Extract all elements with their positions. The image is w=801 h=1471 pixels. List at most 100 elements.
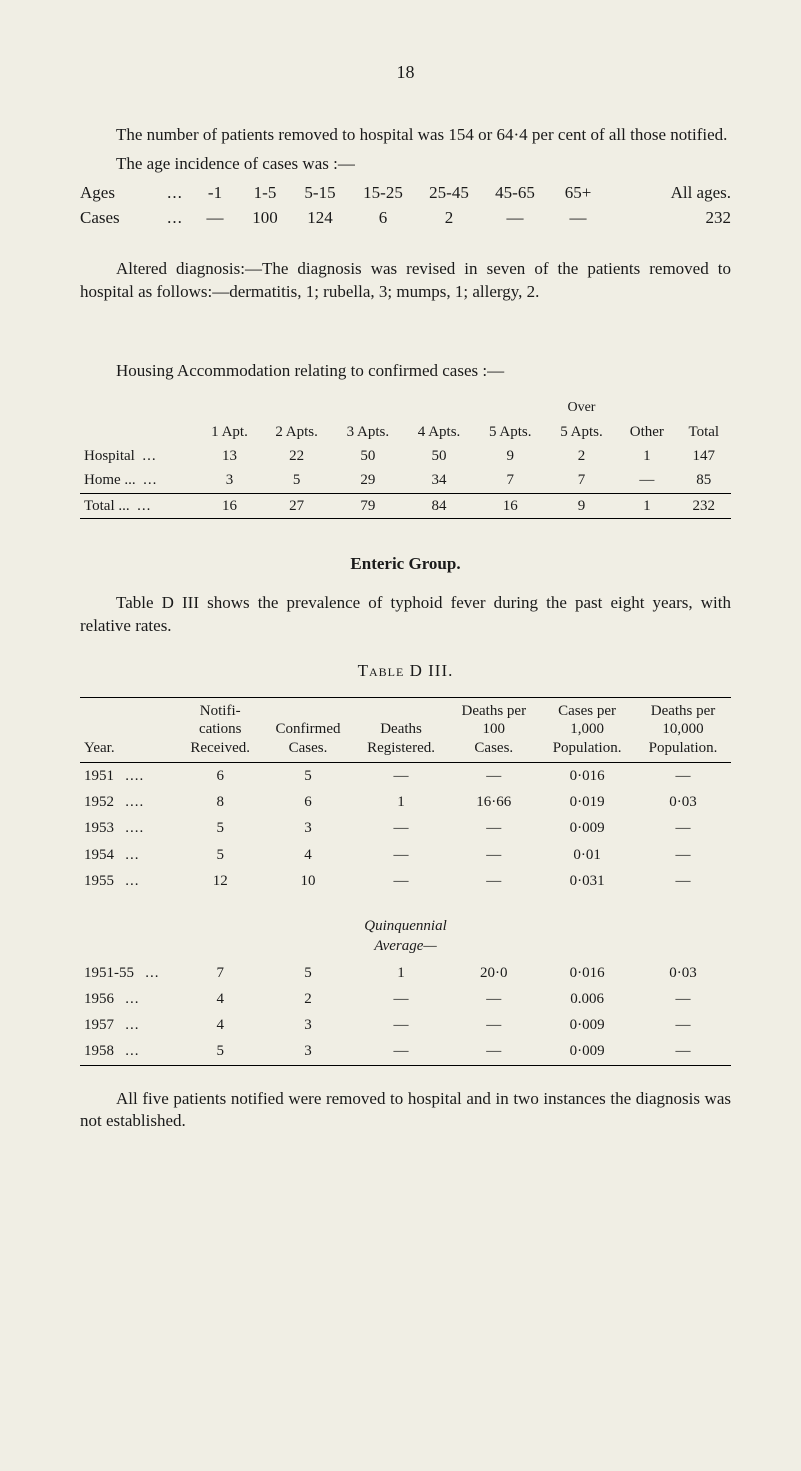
t3-data-row: 1951 ....65——0·016— [80, 763, 731, 789]
t3-cell-dp10000: 0·03 [635, 960, 731, 986]
t3-cell-dp10000: — [635, 842, 731, 868]
age-head-1: 1-5 [240, 182, 290, 205]
t3-data-row: 1952 ....86116·660·0190·03 [80, 789, 731, 815]
housing-row-hospital: Hospital ... 13 22 50 50 9 2 1 147 [80, 444, 731, 468]
housing-h0: 1 Apt. [198, 420, 261, 444]
t3-cell-deaths: — [354, 842, 449, 868]
t3-cell-dp10000: — [635, 815, 731, 841]
housing-r1-v3: 34 [403, 468, 474, 493]
age-table-cases-row: Cases ... — 100 124 6 2 — — 232 [80, 207, 731, 230]
t3-cell-cp1000: 0·031 [539, 868, 635, 894]
age-dots-2: ... [160, 207, 190, 230]
footer-paragraph: All five patients notified were removed … [80, 1088, 731, 1134]
t3-cell-notif: 12 [178, 868, 262, 894]
age-val-2: 124 [290, 207, 350, 230]
t3-cell-deaths: — [354, 1012, 449, 1038]
altered-diagnosis-paragraph: Altered diagnosis:—The diagnosis was rev… [80, 258, 731, 304]
t3-year-cell: 1954 ... [80, 842, 178, 868]
t3-cell-conf: 10 [262, 868, 353, 894]
t3-cell-dp10000: — [635, 986, 731, 1012]
age-head-5: 45-65 [482, 182, 548, 205]
t3-cell-dp100: — [448, 1038, 539, 1065]
t3-cell-conf: 3 [262, 815, 353, 841]
t3-data-row: 1958 ...53——0·009— [80, 1038, 731, 1065]
age-dots: ... [160, 182, 190, 205]
intro-paragraph-1: The number of patients removed to hospit… [80, 124, 731, 147]
housing-r0-v4: 9 [475, 444, 546, 468]
age-head-4: 25-45 [416, 182, 482, 205]
age-head-2: 5-15 [290, 182, 350, 205]
housing-total-label: Total ... [84, 498, 130, 514]
housing-r0-v5: 2 [546, 444, 617, 468]
t3-cell-conf: 2 [262, 986, 353, 1012]
housing-r1-v2: 29 [332, 468, 403, 493]
t3-cell-deaths: — [354, 763, 449, 789]
t3-cell-notif: 5 [178, 815, 262, 841]
t3-h-deaths: DeathsRegistered. [354, 698, 449, 763]
table-d-iii: Year. Notifi-cationsReceived. ConfirmedC… [80, 697, 731, 1066]
age-label-cases: Cases [80, 207, 160, 230]
t3-year-cell: 1958 ... [80, 1038, 178, 1065]
t3-cell-dp10000: 0·03 [635, 789, 731, 815]
t3-cell-cp1000: 0·009 [539, 1038, 635, 1065]
age-val-3: 6 [350, 207, 416, 230]
housing-row0-dots: ... [142, 448, 156, 464]
housing-r1-v0: 3 [198, 468, 261, 493]
housing-over-label: Over [546, 397, 617, 420]
t3-cell-deaths: — [354, 1038, 449, 1065]
enteric-paragraph: Table D III shows the prevalence of typh… [80, 592, 731, 638]
t3-cell-dp100: — [448, 815, 539, 841]
housing-h3: 4 Apts. [403, 420, 474, 444]
t3-cell-notif: 4 [178, 1012, 262, 1038]
t3-quin-label: QuinquennialAverage— [80, 906, 731, 960]
t3-cell-deaths: — [354, 868, 449, 894]
t3-cell-dp10000: — [635, 763, 731, 789]
t3-year-cell: 1953 .... [80, 815, 178, 841]
housing-h5: 5 Apts. [546, 420, 617, 444]
t3-cell-deaths: 1 [354, 789, 449, 815]
housing-total-dots: ... [137, 498, 151, 514]
t3-h-dp100: Deaths per100Cases. [448, 698, 539, 763]
t3-cell-dp10000: — [635, 1038, 731, 1065]
t3-cell-cp1000: 0·019 [539, 789, 635, 815]
t3-cell-dp100: 20·0 [448, 960, 539, 986]
t3-h-dp10000: Deaths per10,000Population. [635, 698, 731, 763]
housing-h4: 5 Apts. [475, 420, 546, 444]
age-val-0: — [190, 207, 240, 230]
t3-cell-notif: 8 [178, 789, 262, 815]
t3-cell-cp1000: 0·016 [539, 960, 635, 986]
t3-data-row: 1951-55 ...75120·00·0160·03 [80, 960, 731, 986]
housing-t-v5: 9 [546, 494, 617, 519]
t3-cell-cp1000: 0·016 [539, 763, 635, 789]
t3-data-row: 1956 ...42——0.006— [80, 986, 731, 1012]
housing-r1-v5: 7 [546, 468, 617, 493]
t3-cell-conf: 6 [262, 789, 353, 815]
t3-year-cell: 1951 .... [80, 763, 178, 789]
t3-year-cell: 1951-55 ... [80, 960, 178, 986]
housing-r0-v1: 22 [261, 444, 332, 468]
page-number: 18 [80, 60, 731, 84]
housing-t-v1: 27 [261, 494, 332, 519]
housing-t-v2: 79 [332, 494, 403, 519]
housing-h1: 2 Apts. [261, 420, 332, 444]
t3-data-row: 1957 ...43——0·009— [80, 1012, 731, 1038]
age-val-5: — [482, 207, 548, 230]
t3-cell-dp100: — [448, 763, 539, 789]
t3-cell-cp1000: 0·009 [539, 1012, 635, 1038]
t3-cell-conf: 5 [262, 763, 353, 789]
housing-row-home: Home ... ... 3 5 29 34 7 7 — 85 [80, 468, 731, 493]
t3-year-cell: 1955 ... [80, 868, 178, 894]
t3-cell-dp10000: — [635, 868, 731, 894]
t3-year-cell: 1956 ... [80, 986, 178, 1012]
t3-cell-dp10000: — [635, 1012, 731, 1038]
enteric-group-heading: Enteric Group. [80, 553, 731, 576]
t3-cell-dp100: — [448, 986, 539, 1012]
housing-h6: Other [617, 420, 676, 444]
age-head-0: -1 [190, 182, 240, 205]
housing-t-v4: 16 [475, 494, 546, 519]
t3-data-row: 1955 ...1210——0·031— [80, 868, 731, 894]
housing-t-v6: 1 [617, 494, 676, 519]
housing-row1-label: Home ... [84, 472, 136, 488]
t3-cell-dp100: — [448, 842, 539, 868]
housing-t-v0: 16 [198, 494, 261, 519]
